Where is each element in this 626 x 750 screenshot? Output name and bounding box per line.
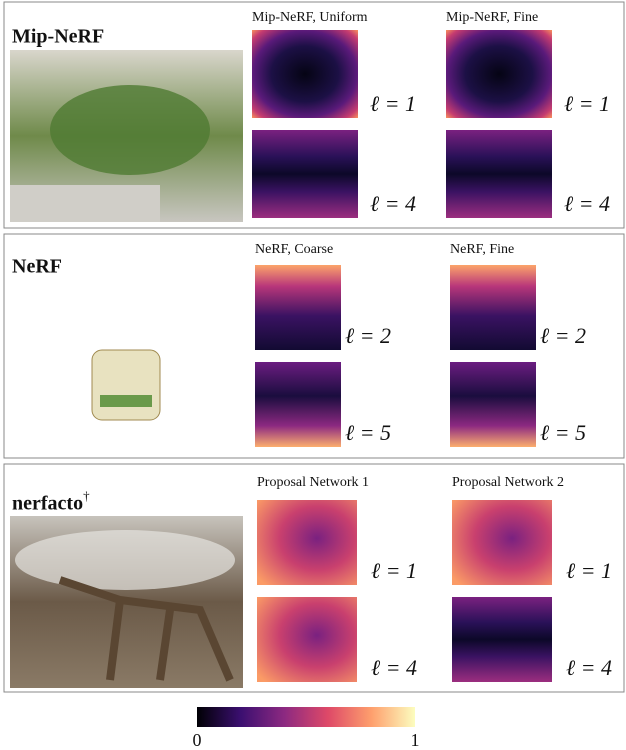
- chair: [92, 350, 160, 420]
- heatmap: [446, 30, 552, 118]
- panel-title: NeRF: [12, 256, 62, 278]
- panel-title: Mip-NeRF: [12, 26, 104, 48]
- level-label: ℓ = 4: [566, 655, 612, 680]
- level-label: ℓ = 1: [564, 91, 610, 116]
- level-label: ℓ = 2: [345, 323, 391, 348]
- panel-title: nerfacto†: [12, 488, 90, 515]
- figure: Mip-NeRF Mip-NeRF, Uniform ℓ = 1 ℓ = 4 Mip-N…: [0, 0, 626, 750]
- colorbar-tick-label: 0: [193, 730, 202, 750]
- level-label: ℓ = 4: [370, 191, 416, 216]
- column-title: NeRF, Fine: [450, 242, 514, 257]
- heatmap: [446, 130, 552, 218]
- column-title: Mip-NeRF, Uniform: [252, 10, 368, 25]
- heatmap: [450, 362, 536, 447]
- heatmap: [450, 265, 536, 350]
- colorbar: [197, 707, 415, 727]
- level-label: ℓ = 2: [540, 323, 586, 348]
- heatmap: [452, 500, 552, 585]
- heatmap: [255, 265, 341, 350]
- plant: [50, 85, 210, 175]
- column-title: Proposal Network 1: [257, 475, 369, 490]
- panel-title-superscript: †: [83, 488, 90, 503]
- chair-seat: [100, 395, 152, 407]
- level-label: ℓ = 1: [370, 91, 416, 116]
- heatmap: [257, 500, 357, 585]
- level-label: ℓ = 4: [564, 191, 610, 216]
- column-title: Proposal Network 2: [452, 475, 564, 490]
- heatmap: [255, 362, 341, 447]
- level-label: ℓ = 1: [566, 558, 612, 583]
- level-label: ℓ = 5: [540, 420, 586, 445]
- heatmap: [252, 130, 358, 218]
- colorbar-tick-label: 1: [411, 730, 420, 750]
- column-title: NeRF, Coarse: [255, 242, 333, 257]
- planter: [10, 185, 160, 222]
- heatmap: [452, 597, 552, 682]
- skylight: [15, 530, 235, 590]
- column-title: Mip-NeRF, Fine: [446, 10, 538, 25]
- level-label: ℓ = 1: [371, 558, 417, 583]
- level-label: ℓ = 5: [345, 420, 391, 445]
- heatmap: [257, 597, 357, 682]
- heatmap: [252, 30, 358, 118]
- level-label: ℓ = 4: [371, 655, 417, 680]
